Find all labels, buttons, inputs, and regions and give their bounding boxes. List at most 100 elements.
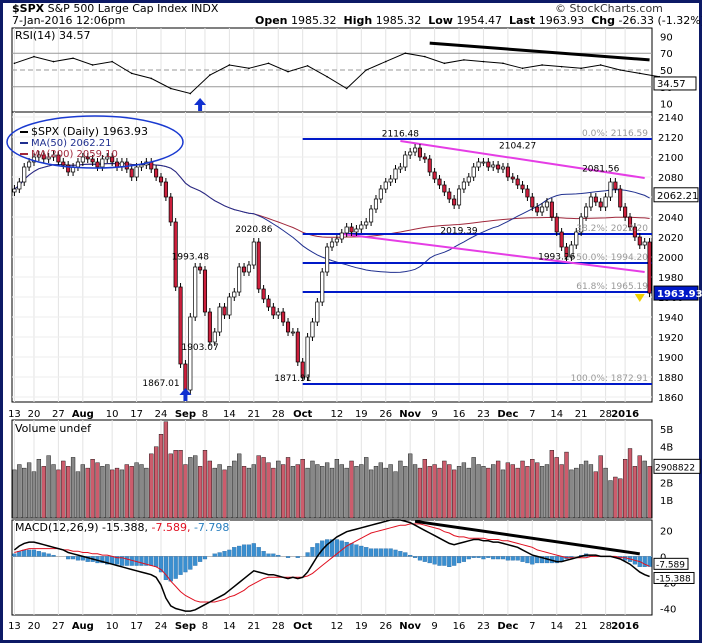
macd-hist-bar xyxy=(364,547,369,557)
chart-date: 7-Jan-2016 12:06pm xyxy=(12,14,126,27)
candle xyxy=(85,156,90,160)
macd-hist-bar xyxy=(227,549,232,557)
candle xyxy=(584,206,589,218)
volume-bar xyxy=(320,466,325,519)
candle xyxy=(261,288,266,300)
macd-hist-bar xyxy=(476,556,481,558)
x-tick-label: Sep xyxy=(175,621,196,632)
volume-bar xyxy=(212,467,217,519)
price-tick-label: 2120 xyxy=(658,133,683,144)
volume-bar xyxy=(251,464,256,519)
volume-bar xyxy=(12,469,17,519)
candle xyxy=(403,154,408,168)
volume-bar xyxy=(246,467,252,519)
x-tick-label: 17 xyxy=(130,621,143,632)
candle xyxy=(251,241,256,266)
macd-hist-bar xyxy=(403,552,408,557)
macd-hist-bar xyxy=(344,541,349,557)
macd-hist-bar xyxy=(378,548,383,557)
candle xyxy=(163,181,168,198)
candle xyxy=(281,311,286,323)
price-tick-label: 1860 xyxy=(658,393,683,404)
candle xyxy=(535,206,540,213)
candle xyxy=(574,231,579,246)
legend-highlight xyxy=(6,115,184,169)
volume-bar xyxy=(85,467,90,519)
candle xyxy=(520,184,525,190)
macd-signal-line xyxy=(14,523,650,603)
candle xyxy=(378,188,383,200)
volume-bar xyxy=(183,464,188,519)
candle xyxy=(466,176,471,183)
rsi-badge-value: 34.57 xyxy=(657,79,686,90)
macd-hist-bar xyxy=(139,556,144,566)
candle xyxy=(75,161,80,168)
volume-bar xyxy=(339,464,344,519)
rsi-badge xyxy=(653,76,697,91)
volume-bar xyxy=(202,450,208,519)
macd-hist-bar xyxy=(447,556,452,567)
candle xyxy=(549,201,554,218)
price-tick-label: 2000 xyxy=(658,253,683,264)
candle xyxy=(227,296,232,316)
rsi-point xyxy=(130,72,133,75)
volume-bar xyxy=(168,453,173,519)
candle xyxy=(559,231,564,248)
x-tick-label: Dec xyxy=(497,621,518,632)
volume-bar xyxy=(510,464,515,519)
volume-bar xyxy=(608,480,613,519)
x-tick-label: 10 xyxy=(106,409,119,420)
candle xyxy=(66,164,71,173)
volume-bar xyxy=(618,478,623,519)
volume-bar xyxy=(647,466,652,519)
price-panel: 1860188019001920194019601980200020202040… xyxy=(6,111,702,420)
symbol: $SPX xyxy=(12,2,45,15)
price-tick-label: 2100 xyxy=(658,153,683,164)
x-tick-label: 21 xyxy=(247,409,260,420)
x-tick-label: 9 xyxy=(431,621,437,632)
volume-bar xyxy=(364,457,369,519)
macd-trendline xyxy=(414,519,641,556)
macd-hist-bar xyxy=(193,556,198,566)
macd-tick-label: 20 xyxy=(660,526,673,537)
x-tick-label: 21 xyxy=(247,621,260,632)
x-tick-label: 26 xyxy=(379,409,392,420)
candle xyxy=(80,156,85,163)
x-tick-label: 8 xyxy=(202,621,208,632)
volume-bar xyxy=(403,466,408,519)
candle xyxy=(232,291,237,298)
macd-hist-bar xyxy=(202,556,208,560)
candle xyxy=(413,147,418,153)
candle xyxy=(329,241,335,248)
volume-bar xyxy=(26,462,32,519)
candle xyxy=(285,321,291,333)
rsi-point xyxy=(209,74,211,76)
candle xyxy=(393,168,398,180)
candle xyxy=(300,361,305,378)
macd-hist-bar xyxy=(178,556,183,575)
rsi-point xyxy=(228,64,231,66)
candle xyxy=(27,161,32,168)
rsi-point xyxy=(345,87,348,90)
macd-hist-bar xyxy=(183,556,188,573)
macd-hist-bar xyxy=(496,556,501,560)
volume-bar xyxy=(119,469,125,519)
macd-hist-bar xyxy=(144,556,149,566)
candle xyxy=(564,246,569,258)
macd-hist-bar xyxy=(525,556,530,564)
volume-bar xyxy=(222,469,227,519)
volume-bar xyxy=(417,467,423,519)
volume-bar xyxy=(134,462,139,519)
candle xyxy=(22,166,27,183)
x-tick-label: Oct xyxy=(293,621,312,632)
volume-bar xyxy=(173,450,178,519)
up-arrow-icon xyxy=(194,98,207,111)
candle xyxy=(364,221,369,226)
macd-hist-bar xyxy=(232,547,237,557)
fib-level-label: 50.0%: 1994.20 xyxy=(576,253,648,263)
candle xyxy=(46,156,51,160)
x-tick-label: 16 xyxy=(453,621,466,632)
volume-bar xyxy=(583,460,589,519)
candle xyxy=(476,161,481,168)
